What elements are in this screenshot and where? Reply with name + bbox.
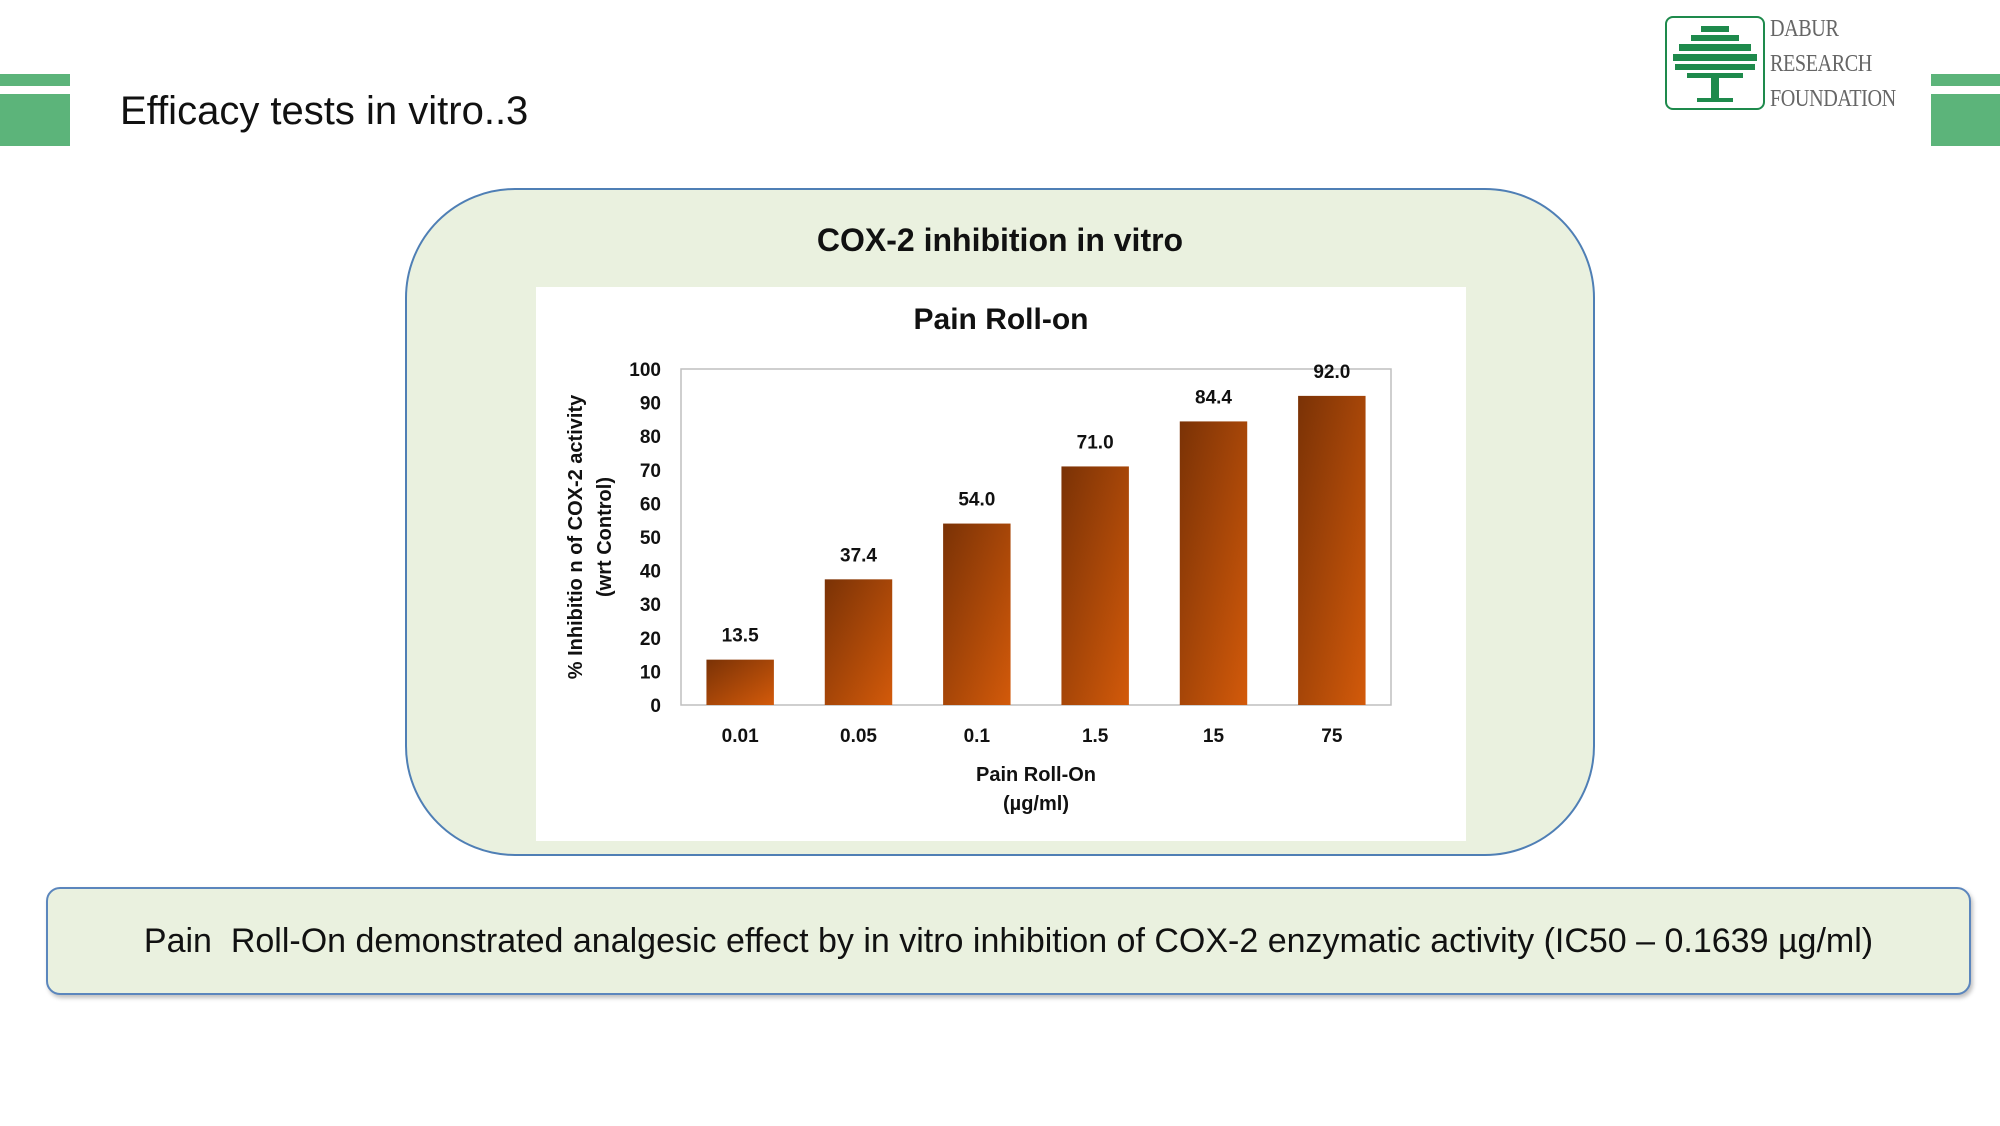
y-axis-title-line-2: (wrt Control) [594,477,616,597]
logo-text: DABUR RESEARCH FOUNDATION [1770,12,1896,117]
bar-value-label: 92.0 [1313,362,1350,383]
y-tick-label: 40 [640,562,661,583]
tree-icon [1665,16,1765,110]
bar-value-label: 54.0 [958,490,995,511]
conclusion-text: Pain Roll-On demonstrated analgesic effe… [143,922,1874,960]
left-stripe-bottom [0,94,70,146]
logo-line-1: DABUR [1770,16,1839,42]
value-labels: 13.5 37.4 54.0 71.0 84.4 92.0 [722,362,1351,647]
dabur-logo: DABUR RESEARCH FOUNDATION [1665,12,1920,122]
y-tick-label: 90 [640,394,661,415]
bar [706,659,774,705]
y-tick-label: 80 [640,427,661,448]
bar-value-label: 13.5 [722,626,759,647]
chart-title: Pain Roll-on [914,303,1089,336]
y-tick-label: 60 [640,494,661,515]
bar [1061,466,1129,705]
x-tick-label: 75 [1321,726,1343,747]
panel-title: COX-2 inhibition in vitro [816,222,1184,258]
chart-card: Pain Roll-on 0 10 20 30 40 50 60 70 80 90 100 13.5… [536,287,1466,841]
logo-line-3: FOUNDATION [1770,86,1896,112]
bar-chart: Pain Roll-on 0 10 20 30 40 50 60 70 80 90 100 13.5… [565,303,1392,815]
bar [824,579,893,705]
plot-area [680,368,1392,706]
x-axis: 0.01 0.05 0.1 1.5 15 75 [722,726,1343,747]
slide-title: Efficacy tests in vitro..3 [120,89,529,133]
bar-value-label: 84.4 [1195,387,1232,408]
y-axis: 0 10 20 30 40 50 60 70 80 90 100 [629,360,661,717]
bar [943,523,1011,705]
x-axis-title-line-2: (µg/ml) [1003,793,1069,815]
right-stripe-top [1931,74,2000,86]
bar [1298,395,1366,705]
y-axis-title-line-1: % Inhibitio n of COX-2 activity [565,394,587,679]
chart-panel: COX-2 inhibition in vitro Pain Roll-on 0… [405,188,1595,856]
y-tick-label: 100 [629,360,661,381]
y-tick-label: 0 [650,696,661,717]
x-tick-label: 0.01 [722,726,759,747]
right-stripe-bottom [1931,94,2000,146]
y-tick-label: 70 [640,461,661,482]
conclusion-box: Pain Roll-On demonstrated analgesic effe… [46,887,1971,995]
y-tick-label: 50 [640,528,661,549]
x-tick-label: 0.05 [840,726,877,747]
x-tick-label: 1.5 [1082,726,1109,747]
x-axis-title-line-1: Pain Roll-On [976,764,1096,786]
y-tick-label: 30 [640,595,661,616]
x-tick-label: 0.1 [964,726,991,747]
bar-value-label: 71.0 [1077,432,1114,453]
bars [706,395,1366,705]
bar [1179,421,1248,705]
left-stripe-top [0,74,70,86]
x-tick-label: 15 [1203,726,1225,747]
y-axis-title: % Inhibitio n of COX-2 activity (wrt Con… [565,394,616,679]
y-tick-label: 20 [640,629,661,650]
logo-line-2: RESEARCH [1770,51,1872,77]
bar-value-label: 37.4 [840,545,877,566]
y-tick-label: 10 [640,662,661,683]
